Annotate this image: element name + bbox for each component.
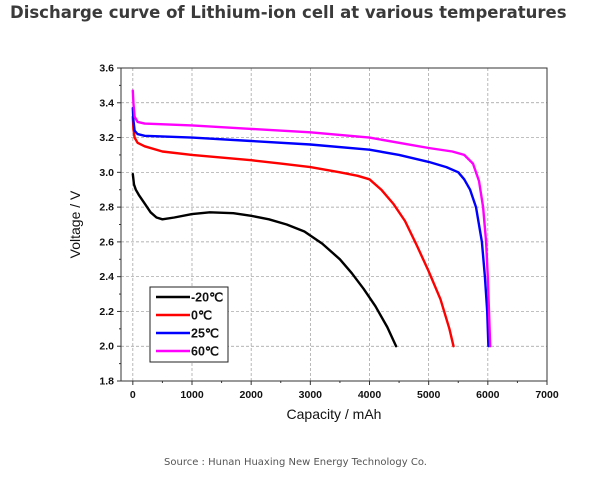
source-caption: Source : Hunan Huaxing New Energy Techno…: [164, 457, 427, 468]
series-line-3: [131, 89, 492, 348]
y-axis-label: Voltage / V: [67, 190, 83, 258]
x-tick-label: 4000: [358, 389, 382, 401]
y-tick-label: 3.6: [99, 63, 114, 75]
discharge-chart: 1.8 2.0 2.2 2.4 2.6 2.8 3.0 3.2 3.4 3.6 0 1000 2000 3…: [67, 63, 559, 423]
page-title: Discharge curve of Lithium-ion cell at v…: [10, 3, 567, 22]
y-tick-label: 3.0: [99, 167, 114, 179]
y-tick-label: 2.6: [99, 236, 114, 248]
y-tick-label: 2.0: [99, 341, 114, 353]
x-tick-label: 7000: [535, 389, 559, 401]
grid-lines: [121, 68, 547, 381]
x-tick-label: 3000: [299, 389, 323, 401]
legend: -20℃ 0℃ 25℃ 60℃: [149, 286, 229, 363]
y-tick-label: 3.4: [99, 97, 114, 109]
x-tick-label: 5000: [417, 389, 441, 401]
x-axis-label: Capacity / mAh: [287, 406, 382, 422]
y-tick-label: 2.8: [99, 202, 114, 214]
y-tick-label: 3.2: [99, 132, 114, 144]
y-tick-label: 1.8: [99, 376, 114, 388]
legend-label-2: 25℃: [191, 327, 219, 341]
legend-label-0: -20℃: [191, 291, 223, 305]
legend-label-3: 60℃: [191, 345, 219, 359]
legend-label-1: 0℃: [191, 309, 212, 323]
series-lines: [131, 89, 492, 348]
series-line-2: [131, 106, 490, 348]
series-line-1: [131, 115, 455, 348]
legend-box: [149, 286, 229, 363]
y-tick-label: 2.4: [99, 271, 114, 283]
axis-ticks: 1.8 2.0 2.2 2.4 2.6 2.8 3.0 3.2 3.4 3.6 0 1000 2000 3…: [99, 63, 558, 402]
series-line-0: [131, 172, 398, 348]
y-tick-label: 2.2: [99, 306, 114, 318]
x-tick-label: 0: [130, 389, 136, 401]
x-tick-label: 1000: [180, 389, 204, 401]
x-tick-label: 6000: [476, 389, 500, 401]
x-tick-label: 2000: [239, 389, 263, 401]
